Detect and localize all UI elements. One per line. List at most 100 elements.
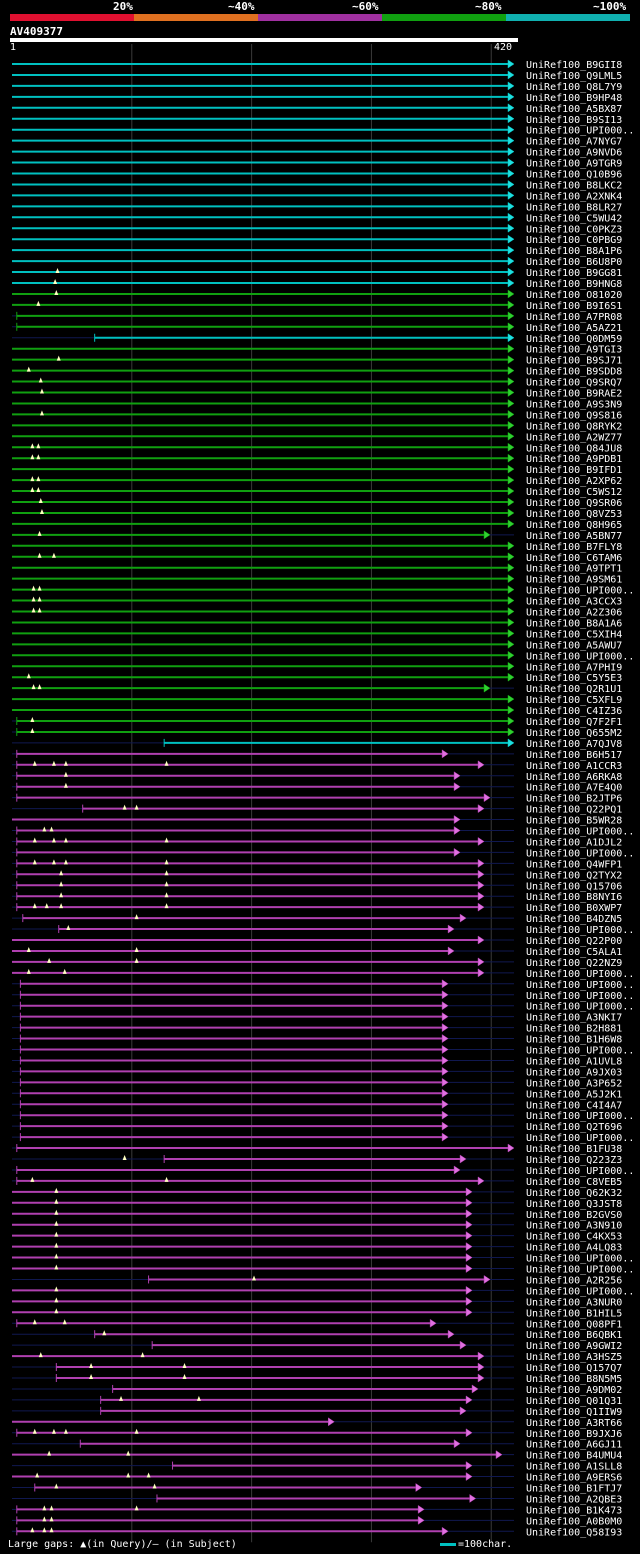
query-gap-marker (54, 1308, 59, 1314)
hit-label: UniRef100_B1H6W8 (526, 1035, 622, 1046)
hit-label: UniRef100_Q7F2F1 (526, 717, 622, 728)
query-gap-marker (30, 727, 35, 733)
query-title: AV409377 (10, 25, 63, 38)
scale-key-label: =100char. (458, 1539, 513, 1550)
hit-end-arrow (465, 1253, 473, 1263)
hit-label: UniRef100_Q9SR06 (526, 498, 622, 509)
query-gap-marker (134, 946, 139, 952)
query-gap-marker (42, 1527, 47, 1533)
hit-end-arrow (483, 530, 491, 540)
hit-end-arrow (465, 1307, 473, 1317)
hit-end-arrow (477, 902, 485, 912)
hit-label: UniRef100_A3RT66 (526, 1418, 622, 1429)
query-gap-marker (56, 355, 61, 361)
query-gap-marker (39, 508, 44, 514)
hit-end-arrow (507, 234, 515, 244)
hit-label: UniRef100_Q9S816 (526, 410, 622, 421)
query-gap-marker (63, 859, 68, 865)
query-gap-marker (36, 476, 41, 482)
hit-end-arrow (507, 650, 515, 660)
hit-end-arrow (507, 497, 515, 507)
hit-end-arrow (441, 1055, 449, 1065)
hit-end-arrow (465, 1198, 473, 1208)
hit-label: UniRef100_A1UVL8 (526, 1056, 622, 1067)
hit-end-arrow (507, 661, 515, 671)
query-gap-marker (122, 1155, 127, 1160)
hit-end-arrow (507, 92, 515, 102)
hit-end-arrow (459, 1154, 467, 1164)
hit-label: UniRef100_A2XP62 (526, 476, 622, 487)
hit-end-arrow (507, 267, 515, 277)
hit-label: UniRef100_B2H881 (526, 1024, 622, 1035)
query-gap-marker (36, 443, 41, 449)
hit-label: UniRef100_Q2T696 (526, 1122, 622, 1133)
query-gap-marker (63, 782, 68, 788)
hit-end-arrow (465, 1428, 473, 1438)
hit-end-arrow (469, 1493, 477, 1503)
hit-end-arrow (507, 486, 515, 496)
hit-end-arrow (507, 136, 515, 146)
query-gap-marker (51, 837, 56, 843)
hit-end-arrow (429, 1318, 437, 1328)
query-gap-marker (54, 1286, 59, 1292)
query-gap-marker (37, 552, 42, 558)
hit-label: UniRef100_B9SJ71 (526, 356, 622, 367)
legend-label-60: ~60% (352, 0, 379, 13)
hit-end-arrow (441, 1012, 449, 1022)
hit-label: UniRef100_A6GJ11 (526, 1440, 622, 1451)
hit-end-arrow (507, 705, 515, 715)
hit-end-arrow (441, 1077, 449, 1087)
query-gap-marker (32, 1428, 37, 1434)
hit-end-arrow (441, 1023, 449, 1033)
hit-end-arrow (507, 256, 515, 266)
hit-label: UniRef100_Q10B96 (526, 170, 622, 181)
hit-label: UniRef100_UPI000.. (526, 925, 634, 936)
hit-label: UniRef100_C0PKZ3 (526, 224, 622, 235)
hit-label: UniRef100_A7E4Q0 (526, 783, 622, 794)
ruler-end-label: 420 (494, 42, 513, 53)
query-gap-marker (26, 946, 31, 952)
hit-label: UniRef100_A5BX87 (526, 104, 622, 115)
query-gap-marker (59, 892, 64, 898)
hit-end-arrow (507, 442, 515, 452)
query-gap-marker (30, 487, 35, 493)
hit-label: UniRef100_B9I6S1 (526, 301, 622, 312)
query-gap-marker (59, 870, 64, 876)
query-gap-marker (30, 1176, 35, 1182)
query-gap-marker (51, 552, 56, 558)
query-gap-marker (31, 585, 36, 591)
query-gap-marker (164, 892, 169, 898)
hit-end-arrow (507, 398, 515, 408)
query-gap-marker (252, 1275, 257, 1281)
hit-label: UniRef100_Q655M2 (526, 728, 622, 739)
hit-end-arrow (507, 585, 515, 595)
query-gap-marker (126, 1472, 131, 1478)
hit-end-arrow (507, 355, 515, 365)
hit-label: UniRef100_UPI000.. (526, 651, 634, 662)
query-gap-marker (134, 804, 139, 810)
hit-end-arrow (453, 1439, 461, 1449)
hit-end-arrow (465, 1220, 473, 1230)
query-gap-marker (49, 1527, 54, 1533)
query-gap-marker (89, 1374, 94, 1379)
hit-end-arrow (453, 771, 461, 781)
hit-label: UniRef100_A2WZ77 (526, 432, 622, 443)
hit-label: UniRef100_Q1IIW9 (526, 1407, 622, 1418)
hit-end-arrow (507, 311, 515, 321)
hit-label: UniRef100_B6U8P0 (526, 257, 622, 268)
query-gap-marker (140, 1352, 145, 1358)
query-gap-marker (32, 903, 37, 909)
hit-label: UniRef100_C5XIH4 (526, 629, 622, 640)
hit-label: UniRef100_A2R256 (526, 1275, 622, 1286)
hit-label: UniRef100_B9RAE2 (526, 389, 622, 400)
query-gap-marker (54, 1187, 59, 1193)
hit-label: UniRef100_UPI000.. (526, 1111, 634, 1122)
hit-end-arrow (507, 694, 515, 704)
hit-label: UniRef100_B9HP48 (526, 93, 622, 104)
hit-end-arrow (507, 617, 515, 627)
legend-label-80: ~80% (475, 0, 502, 13)
hit-end-arrow (477, 957, 485, 967)
hit-label: UniRef100_Q8RYK2 (526, 421, 622, 432)
hit-label: UniRef100_B5WR28 (526, 816, 622, 827)
hit-end-arrow (507, 541, 515, 551)
